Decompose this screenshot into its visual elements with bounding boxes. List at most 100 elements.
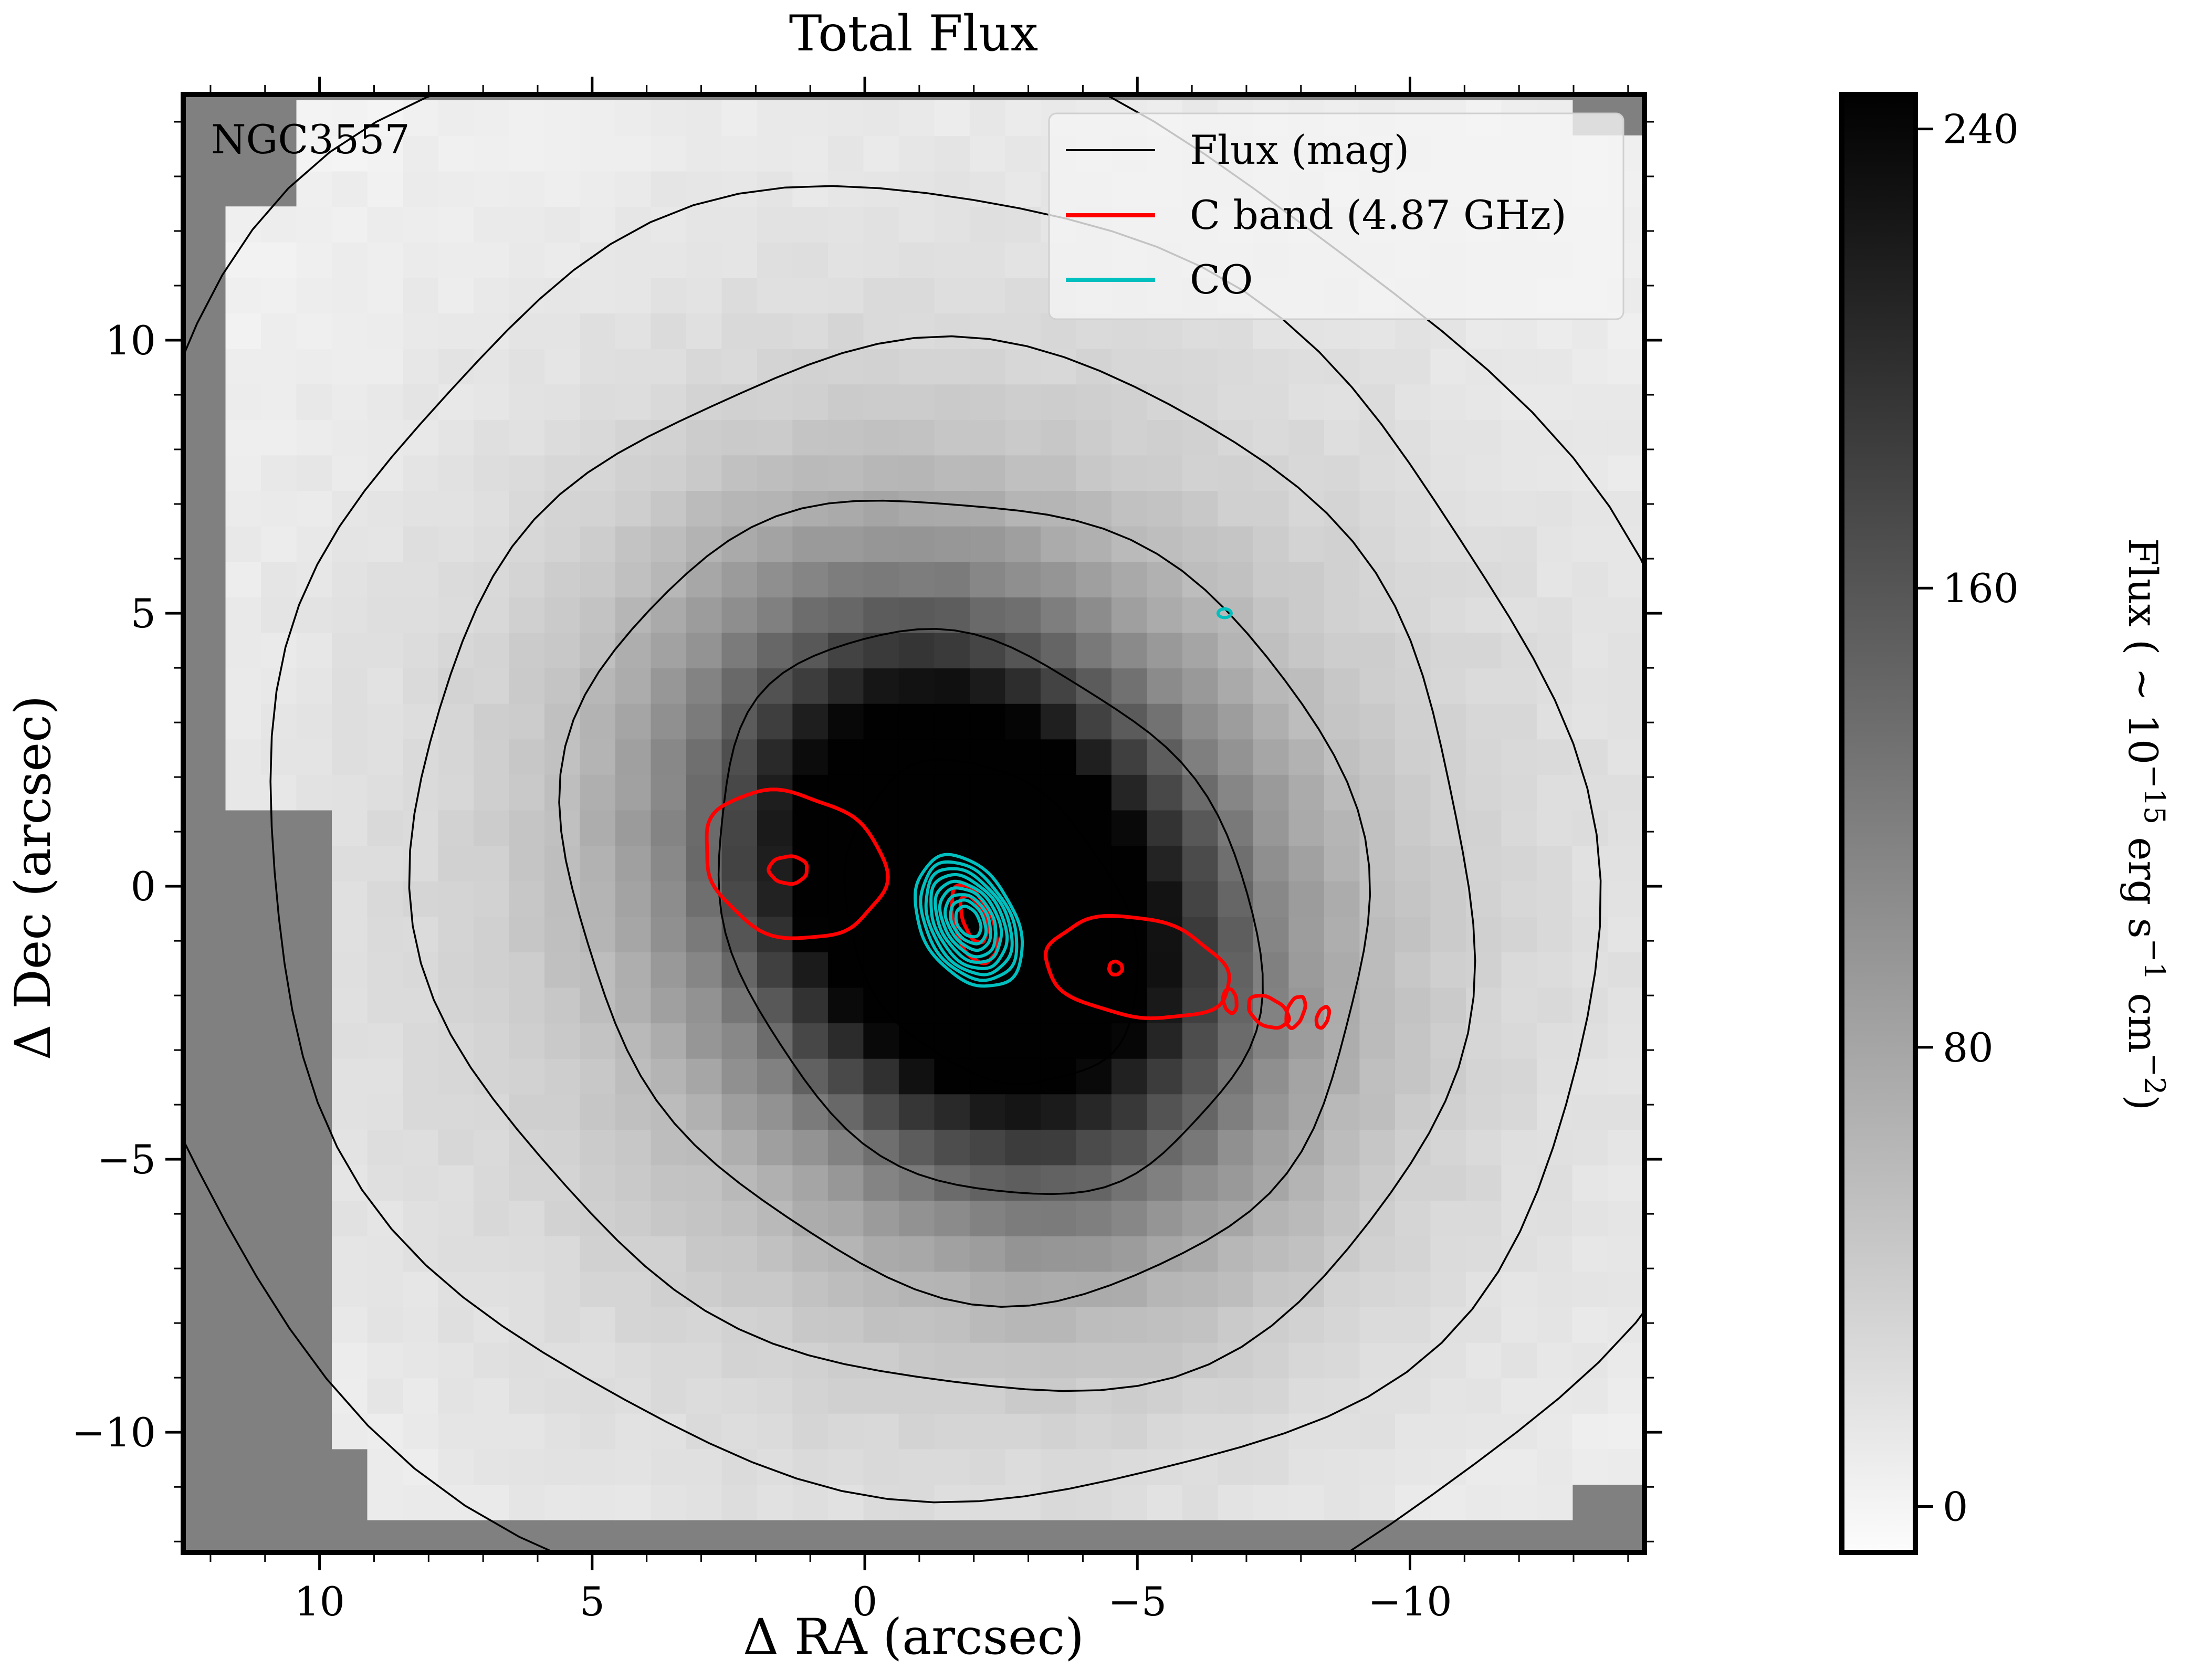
image-pixel xyxy=(1359,880,1396,917)
image-pixel xyxy=(898,313,935,349)
image-pixel xyxy=(403,1378,439,1414)
image-pixel xyxy=(438,171,474,207)
image-pixel xyxy=(1536,810,1573,846)
image-pixel xyxy=(1040,1235,1077,1272)
image-pixel xyxy=(544,1413,581,1450)
image-pixel xyxy=(651,206,687,243)
image-pixel xyxy=(580,951,616,988)
image-pixel xyxy=(827,774,864,811)
image-pixel xyxy=(1395,596,1431,633)
image-pixel xyxy=(686,810,722,846)
image-pixel xyxy=(934,632,970,669)
image-pixel xyxy=(1218,490,1254,527)
image-pixel xyxy=(367,1307,403,1343)
image-pixel xyxy=(969,1342,1006,1379)
image-pixel xyxy=(1147,1378,1183,1414)
image-pixel xyxy=(332,526,368,562)
image-pixel xyxy=(403,171,439,207)
image-pixel xyxy=(898,1413,935,1450)
image-pixel xyxy=(827,668,864,704)
image-pixel xyxy=(1572,703,1608,740)
image-pixel xyxy=(1288,348,1325,385)
image-pixel xyxy=(934,1342,970,1379)
image-pixel xyxy=(1572,668,1608,704)
image-pixel xyxy=(1253,419,1290,456)
image-pixel xyxy=(1182,348,1219,385)
image-pixel xyxy=(1465,1129,1502,1166)
image-pixel xyxy=(1359,455,1396,491)
image-pixel xyxy=(1465,845,1502,881)
image-pixel xyxy=(1465,1094,1502,1130)
image-pixel xyxy=(1040,810,1077,846)
image-pixel xyxy=(1288,810,1325,846)
image-pixel xyxy=(863,1164,899,1201)
image-pixel xyxy=(1182,1200,1219,1236)
image-pixel xyxy=(1040,1307,1077,1343)
image-pixel xyxy=(898,987,935,1024)
image-pixel xyxy=(969,739,1006,775)
image-pixel xyxy=(544,526,581,562)
image-pixel xyxy=(474,490,510,527)
image-pixel xyxy=(1607,774,1644,811)
image-pixel xyxy=(898,1129,935,1166)
image-pixel xyxy=(225,384,261,420)
image-pixel xyxy=(1501,1307,1537,1343)
image-pixel xyxy=(934,348,970,385)
image-pixel xyxy=(969,100,1006,136)
image-pixel xyxy=(1040,1129,1077,1166)
image-pixel xyxy=(580,1023,616,1059)
image-pixel xyxy=(1572,455,1608,491)
image-pixel xyxy=(1288,1484,1325,1520)
image-pixel xyxy=(1536,1342,1573,1379)
image-pixel xyxy=(261,206,297,243)
image-pixel xyxy=(686,1023,722,1059)
image-pixel xyxy=(651,348,687,385)
image-pixel xyxy=(934,1307,970,1343)
image-pixel xyxy=(863,1023,899,1059)
image-pixel xyxy=(1501,1094,1537,1130)
image-pixel xyxy=(651,1413,687,1450)
image-pixel xyxy=(261,632,297,669)
image-pixel xyxy=(1395,810,1431,846)
cb-label-mid1: erg s xyxy=(2120,824,2166,938)
image-pixel xyxy=(296,596,332,633)
image-pixel xyxy=(651,810,687,846)
image-pixel xyxy=(1253,1164,1290,1201)
image-pixel xyxy=(1395,419,1431,456)
cb-label-main: Flux ( ~ 10 xyxy=(2120,538,2166,764)
image-pixel xyxy=(1465,1413,1502,1450)
image-pixel xyxy=(757,668,793,704)
image-pixel xyxy=(474,951,510,988)
image-pixel xyxy=(615,1378,652,1414)
image-pixel xyxy=(509,490,545,527)
image-pixel xyxy=(757,810,793,846)
image-pixel xyxy=(1430,419,1466,456)
image-pixel xyxy=(863,810,899,846)
image-pixel xyxy=(580,1271,616,1307)
image-pixel xyxy=(934,526,970,562)
image-pixel xyxy=(367,1129,403,1166)
image-pixel xyxy=(1501,384,1537,420)
image-pixel xyxy=(1465,1271,1502,1307)
image-pixel xyxy=(544,703,581,740)
image-pixel xyxy=(403,1058,439,1095)
image-pixel xyxy=(1607,1058,1644,1095)
image-pixel xyxy=(1040,419,1077,456)
image-pixel xyxy=(792,880,829,917)
image-pixel xyxy=(544,455,581,491)
image-pixel xyxy=(615,171,652,207)
image-pixel xyxy=(934,1200,970,1236)
image-pixel xyxy=(934,1058,970,1095)
image-pixel xyxy=(403,1094,439,1130)
image-pixel xyxy=(580,1200,616,1236)
image-pixel xyxy=(863,384,899,420)
image-pixel xyxy=(1324,596,1360,633)
image-pixel xyxy=(651,1484,687,1520)
image-pixel xyxy=(686,845,722,881)
image-pixel xyxy=(544,1058,581,1095)
image-pixel xyxy=(1182,987,1219,1024)
image-pixel xyxy=(438,1094,474,1130)
image-pixel xyxy=(1324,739,1360,775)
image-pixel xyxy=(898,561,935,597)
image-pixel xyxy=(1359,1271,1396,1307)
